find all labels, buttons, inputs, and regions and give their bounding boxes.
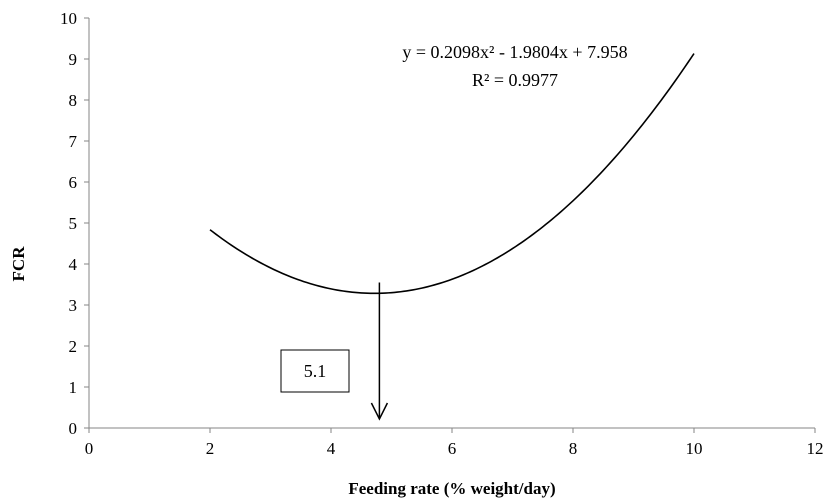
x-tick-label: 4 (327, 439, 336, 458)
x-tick-label: 0 (85, 439, 94, 458)
x-tick-label: 10 (686, 439, 703, 458)
y-tick-label: 7 (69, 132, 78, 151)
y-tick-label: 4 (69, 255, 78, 274)
y-tick-label: 9 (69, 50, 78, 69)
y-tick-label: 0 (69, 419, 78, 438)
y-tick-label: 5 (69, 214, 78, 233)
y-tick-label: 8 (69, 91, 78, 110)
y-tick-label: 3 (69, 296, 78, 315)
optimum-arrow-head (370, 402, 389, 421)
x-tick-label: 12 (807, 439, 824, 458)
fcr-trend-curve (209, 53, 695, 295)
x-axis-title: Feeding rate (% weight/day) (348, 479, 555, 498)
trendline-equation: y = 0.2098x² - 1.9804x + 7.958 (402, 42, 627, 62)
axes (84, 17, 816, 433)
y-axis-title: FCR (9, 246, 28, 282)
x-tick-label: 6 (448, 439, 457, 458)
series-layer (209, 53, 695, 421)
x-tick-label: 2 (206, 439, 215, 458)
x-tick-label: 8 (569, 439, 578, 458)
y-tick-label: 6 (69, 173, 78, 192)
y-tick-label: 1 (69, 378, 78, 397)
annotations: y = 0.2098x² - 1.9804x + 7.958 R² = 0.99… (280, 42, 628, 393)
r-squared-label: R² = 0.9977 (472, 70, 558, 90)
optimum-label-box (280, 349, 350, 393)
y-tick-label: 10 (60, 9, 77, 28)
optimum-label: 5.1 (304, 361, 327, 381)
y-tick-label: 2 (69, 337, 78, 356)
